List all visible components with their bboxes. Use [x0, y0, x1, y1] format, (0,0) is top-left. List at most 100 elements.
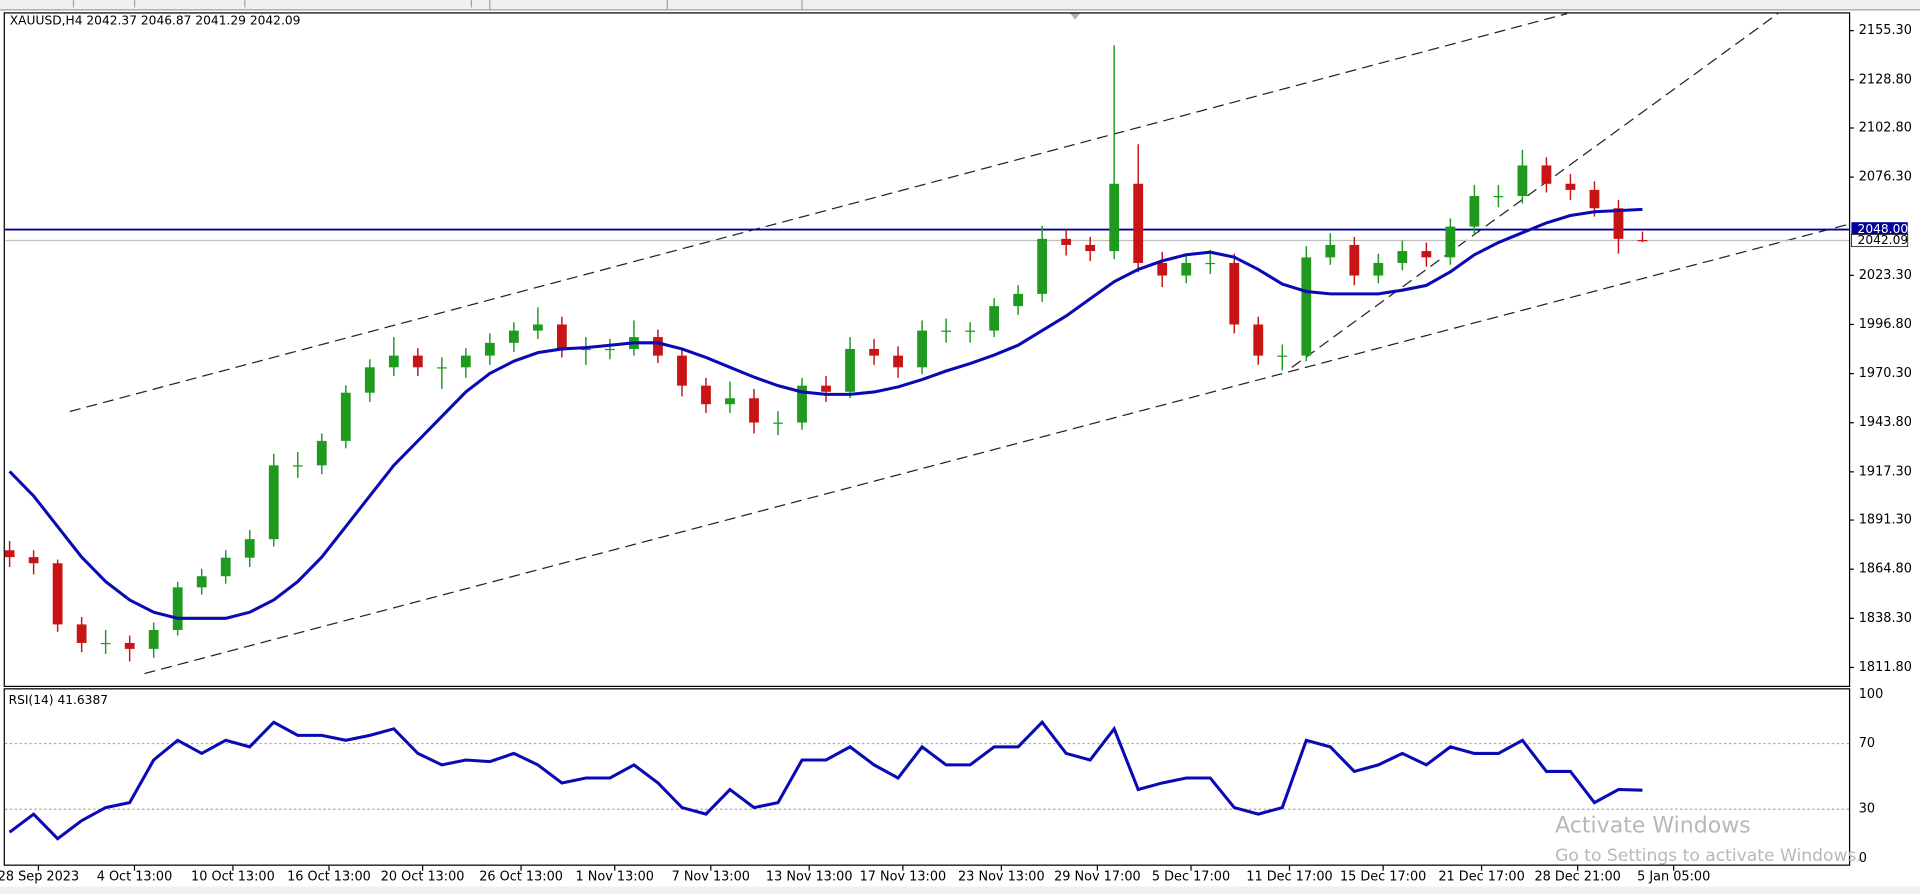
candle-body	[1517, 165, 1528, 197]
x-tick-label: 5 Dec 17:00	[1152, 869, 1230, 884]
x-tick-label: 28 Sep 2023	[0, 869, 79, 884]
candle-body	[28, 557, 39, 564]
watermark-subtitle: Go to Settings to activate Windows.	[1555, 846, 1862, 866]
candle-body	[1613, 208, 1624, 239]
y-tick-label: 1917.30	[1859, 464, 1912, 479]
candle-body	[244, 539, 255, 558]
candle-body	[701, 385, 711, 405]
candle-body	[1541, 165, 1552, 184]
x-tick-label: 26 Oct 13:00	[479, 869, 563, 884]
y-tick-label: 2155.30	[1859, 23, 1912, 38]
x-tick-label: 23 Nov 13:00	[958, 869, 1045, 884]
candle-body	[1325, 244, 1336, 258]
x-tick-label: 17 Nov 13:00	[860, 869, 947, 884]
moving-average	[8, 207, 1643, 620]
candle-body	[917, 330, 927, 368]
candle-body	[1061, 238, 1072, 245]
candle-body	[4, 550, 15, 558]
x-tick-label: 5 Jan 05:00	[1637, 869, 1710, 884]
candle-body	[124, 642, 135, 649]
x-tick-label: 15 Dec 17:00	[1340, 869, 1426, 884]
candle-body	[1469, 196, 1480, 227]
shift-marker	[1070, 13, 1080, 20]
x-tick-label: 28 Dec 21:00	[1534, 869, 1620, 884]
candle-body	[797, 385, 807, 423]
candle-body	[1589, 189, 1600, 209]
y-tick-label: 1811.80	[1859, 660, 1912, 675]
candle-body	[1253, 324, 1264, 356]
candle-body	[100, 642, 111, 645]
candle-body	[653, 337, 663, 356]
candle-body	[340, 392, 351, 441]
x-tick-label: 11 Dec 17:00	[1246, 869, 1332, 884]
y-tick-label: 1970.30	[1859, 366, 1912, 381]
symbol-info: XAUUSD,H4 2042.37 2046.87 2041.29 2042.0…	[10, 13, 301, 27]
candle-body	[556, 324, 567, 349]
candle-body	[148, 629, 159, 649]
candle-body	[989, 306, 1000, 331]
y-tick-label: 2076.30	[1859, 170, 1912, 185]
candle-body	[268, 465, 279, 540]
x-tick-label: 10 Oct 13:00	[191, 869, 275, 884]
candle-body	[1205, 262, 1216, 265]
candle-body	[773, 422, 783, 424]
candle-body	[460, 355, 471, 368]
candle-body	[1637, 240, 1648, 242]
y-tick-label: 0	[1859, 851, 1867, 866]
y-tick-label: 70	[1859, 736, 1875, 751]
candle-body	[605, 348, 615, 351]
x-tick-label: 1 Nov 13:00	[576, 869, 654, 884]
hline-label: 2048.00	[1858, 222, 1909, 236]
candle-body	[1133, 183, 1144, 263]
candle-body	[1013, 293, 1024, 307]
candle-body	[869, 348, 879, 356]
candle-body	[1397, 251, 1408, 263]
toolbar-separators	[72, 0, 803, 10]
candle-body	[1349, 244, 1360, 276]
y-tick-label: 1838.30	[1859, 611, 1912, 626]
x-tick-label: 4 Oct 13:00	[97, 869, 173, 884]
candle-body	[1157, 262, 1168, 276]
candle-body	[1445, 226, 1456, 258]
candle-body	[292, 465, 303, 467]
main-frame	[3, 12, 1851, 687]
candle-body	[364, 367, 375, 393]
candle-body	[412, 355, 423, 368]
candle-body	[725, 398, 735, 405]
y-tick-label: 1891.30	[1859, 513, 1912, 528]
rsi-line	[8, 719, 1643, 841]
x-tick-label: 21 Dec 17:00	[1438, 869, 1524, 884]
candle-body	[1277, 355, 1288, 357]
y-tick-label: 2102.80	[1859, 120, 1912, 135]
hline-label-box	[1851, 222, 1908, 236]
candle-body	[1301, 257, 1312, 356]
y-tick-label: 1864.80	[1859, 562, 1912, 577]
bid-label: 2042.09	[1858, 233, 1909, 247]
rsi-title: RSI(14) 41.6387	[9, 693, 108, 707]
candle-body	[1493, 196, 1504, 198]
x-tick-label: 7 Nov 13:00	[672, 869, 750, 884]
candle-body	[1085, 244, 1096, 252]
candle-body	[532, 324, 543, 331]
candle-body	[436, 367, 447, 369]
toolbar-strip	[0, 0, 1920, 10]
plot-layer: 2155.30 2128.80 2102.80 2076.30 2023.30 1996.…	[0, 23, 1912, 884]
watermark-title: Activate Windows	[1555, 814, 1751, 839]
candle-body	[677, 355, 687, 386]
bid-label-box	[1851, 234, 1909, 248]
candle-body	[749, 398, 759, 423]
candle-body	[1373, 262, 1384, 276]
candle-body	[316, 440, 327, 466]
x-tick-label: 16 Oct 13:00	[287, 869, 371, 884]
y-tick-label: 1996.80	[1859, 317, 1912, 332]
rsi-frame	[3, 688, 1851, 866]
trend-lines	[69, 12, 1850, 675]
candle-body	[1421, 251, 1432, 258]
candle-body	[220, 557, 231, 577]
candle-body	[1181, 262, 1192, 276]
candle-body	[1109, 183, 1120, 252]
candle-body	[1037, 238, 1048, 294]
y-tick-label: 100	[1859, 687, 1884, 702]
candle-body	[893, 355, 903, 368]
